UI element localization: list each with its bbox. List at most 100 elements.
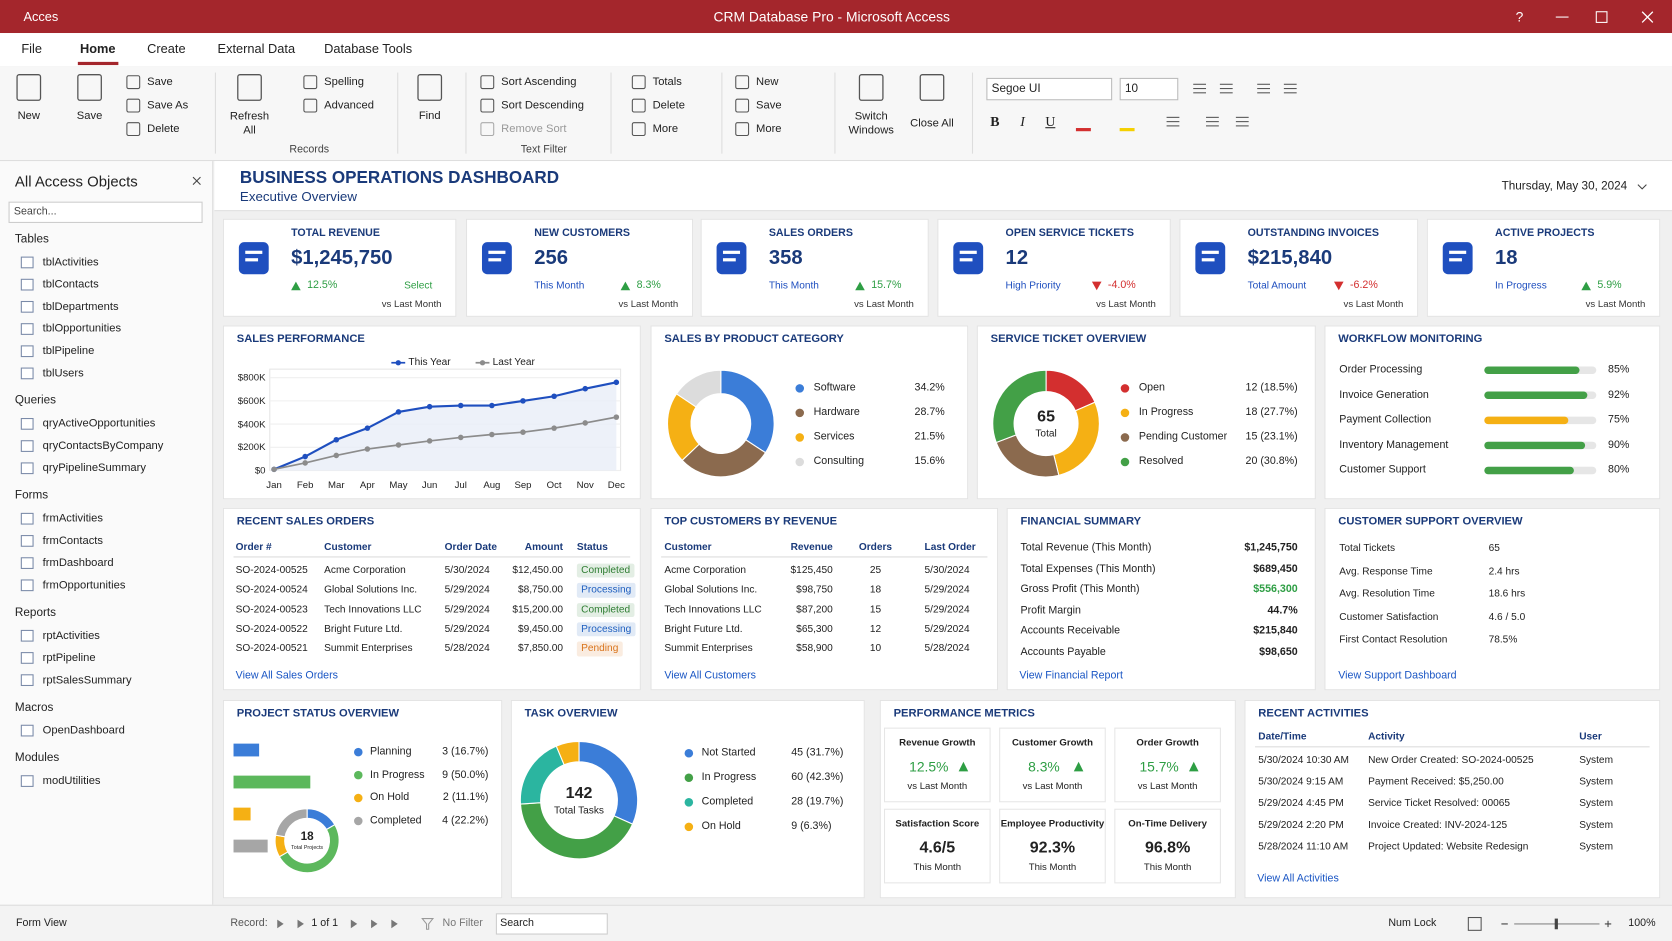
x-tick-label: Aug [483, 479, 501, 491]
zoom-thumb [1554, 918, 1558, 930]
ribbon-tab[interactable]: External Data [217, 41, 296, 57]
metric-value: 92.3% [1029, 838, 1076, 857]
ribbon-button[interactable]: Find [418, 109, 441, 123]
legend-label: On Hold [370, 791, 410, 804]
table-cell: 5/29/2024 [444, 584, 490, 596]
metric-label: Order Growth [1136, 736, 1199, 748]
ribbon-button[interactable]: Save [756, 98, 782, 112]
font-size-box[interactable] [1119, 77, 1179, 101]
ribbon-button[interactable]: Save As [147, 98, 189, 112]
format-button[interactable]: B [990, 113, 1000, 130]
nav-item[interactable]: frmActivities [42, 511, 104, 525]
donut-center-label: Total Tasks [554, 804, 604, 817]
ribbon-tab[interactable]: Create [147, 41, 186, 57]
y-tick-label: $400K [237, 418, 266, 429]
nav-item[interactable]: frmDashboard [42, 556, 114, 570]
nav-item[interactable]: tblUsers [42, 366, 84, 380]
ribbon-tab[interactable]: Database Tools [324, 41, 413, 57]
status-search-box[interactable] [495, 913, 608, 935]
panel-link[interactable]: View Support Dashboard [1338, 670, 1457, 682]
nav-item[interactable]: rptPipeline [42, 651, 96, 665]
metric-label: Employee Productivity [1000, 817, 1105, 829]
nav-item[interactable]: frmContacts [42, 534, 104, 547]
format-button[interactable]: I [1020, 113, 1025, 130]
ribbon-button[interactable]: Sort Descending [501, 98, 584, 112]
ribbon-button[interactable]: More [756, 122, 782, 136]
summary-value: 78.5% [1488, 634, 1518, 646]
ribbon-button[interactable]: Delete [147, 122, 180, 136]
panel-link[interactable]: View All Activities [1257, 872, 1339, 885]
nav-item[interactable]: modUtilities [42, 774, 101, 788]
summary-label: Gross Profit (This Month) [1020, 583, 1140, 596]
nav-item[interactable]: qryActiveOpportunities [42, 417, 156, 430]
progress-bar [1484, 416, 1569, 425]
nav-item[interactable]: tblOpportunities [42, 322, 122, 336]
ribbon-icon [126, 122, 141, 137]
summary-label: First Contact Resolution [1339, 634, 1448, 646]
legend-label: Not Started [701, 746, 756, 759]
legend-label: Completed [370, 814, 422, 827]
ribbon-button[interactable]: Close All [910, 116, 954, 130]
series-point [489, 402, 495, 409]
series-point [271, 466, 277, 473]
value-label: 9 (6.3%) [791, 820, 832, 833]
kpi-icon-detail [488, 258, 502, 262]
ribbon-button[interactable]: Refresh All [229, 109, 270, 137]
ribbon-button[interactable]: New [17, 109, 40, 123]
nav-item[interactable]: OpenDashboard [42, 723, 125, 737]
series-point [426, 403, 433, 410]
ribbon-button[interactable]: Advanced [324, 98, 374, 112]
metric-value: 8.3% [1028, 758, 1060, 775]
kpi-trend-arrow [620, 281, 631, 291]
table-cell: SO-2024-00522 [235, 623, 308, 636]
nav-item[interactable]: tblPipeline [42, 344, 95, 358]
dashboard-header [214, 161, 1672, 212]
tab-row [0, 33, 1672, 67]
nav-item[interactable]: rptSalesSummary [42, 673, 132, 687]
record-nav-button [277, 919, 284, 929]
table-cell: Global Solutions Inc. [664, 584, 758, 596]
legend-label: Planning [370, 745, 412, 758]
legend-label: Services [813, 431, 855, 443]
ribbon-button[interactable]: Totals [652, 75, 682, 89]
metric-value: 12.5% [909, 758, 949, 775]
nav-item[interactable]: frmOpportunities [42, 578, 126, 592]
nav-item[interactable]: rptActivities [42, 629, 100, 642]
table-cell: Completed [576, 563, 635, 578]
title-bar [0, 0, 1672, 34]
ribbon-button[interactable]: Save [76, 109, 103, 123]
ribbon-button[interactable]: New [756, 75, 779, 89]
font-name-box[interactable] [986, 77, 1113, 101]
ribbon-button[interactable]: Save [147, 75, 173, 89]
summary-value: $1,245,750 [1244, 541, 1298, 554]
format-button[interactable]: U [1045, 113, 1056, 130]
ribbon-button[interactable]: Switch Windows [848, 109, 894, 137]
nav-item-icon [20, 652, 34, 664]
nav-item[interactable]: tblContacts [42, 277, 99, 291]
ribbon-tab[interactable]: Home [79, 41, 116, 57]
panel-link[interactable]: View All Sales Orders [235, 670, 338, 682]
ribbon-button[interactable]: Sort Ascending [501, 75, 577, 89]
metric-label: On-Time Delivery [1128, 817, 1208, 829]
ribbon-button[interactable]: Spelling [324, 75, 365, 89]
ribbon-tab[interactable]: File [21, 41, 42, 57]
nav-item[interactable]: qryContactsByCompany [42, 439, 164, 453]
ribbon-button[interactable]: More [652, 122, 679, 136]
ribbon-button[interactable]: Remove Sort [501, 122, 567, 136]
metric-note: vs Last Month [1022, 780, 1083, 792]
nav-item[interactable]: qryPipelineSummary [42, 461, 146, 475]
nav-item[interactable]: tblDepartments [42, 300, 119, 313]
dashboard-date[interactable]: Thursday, May 30, 2024 [1501, 179, 1628, 193]
x-tick-label: Jul [454, 479, 467, 491]
table-panel [1006, 507, 1316, 691]
panel-link[interactable]: View All Customers [664, 670, 756, 682]
kpi-value: 358 [768, 247, 803, 270]
legend-dot [795, 408, 805, 418]
panel-link[interactable]: View Financial Report [1019, 670, 1123, 682]
help-button[interactable]: ? [1515, 8, 1524, 25]
nav-item[interactable]: tblActivities [42, 255, 99, 269]
ribbon-button[interactable]: Delete [652, 98, 685, 112]
nav-search-box[interactable] [8, 201, 203, 223]
table-header: Customer [324, 541, 372, 553]
